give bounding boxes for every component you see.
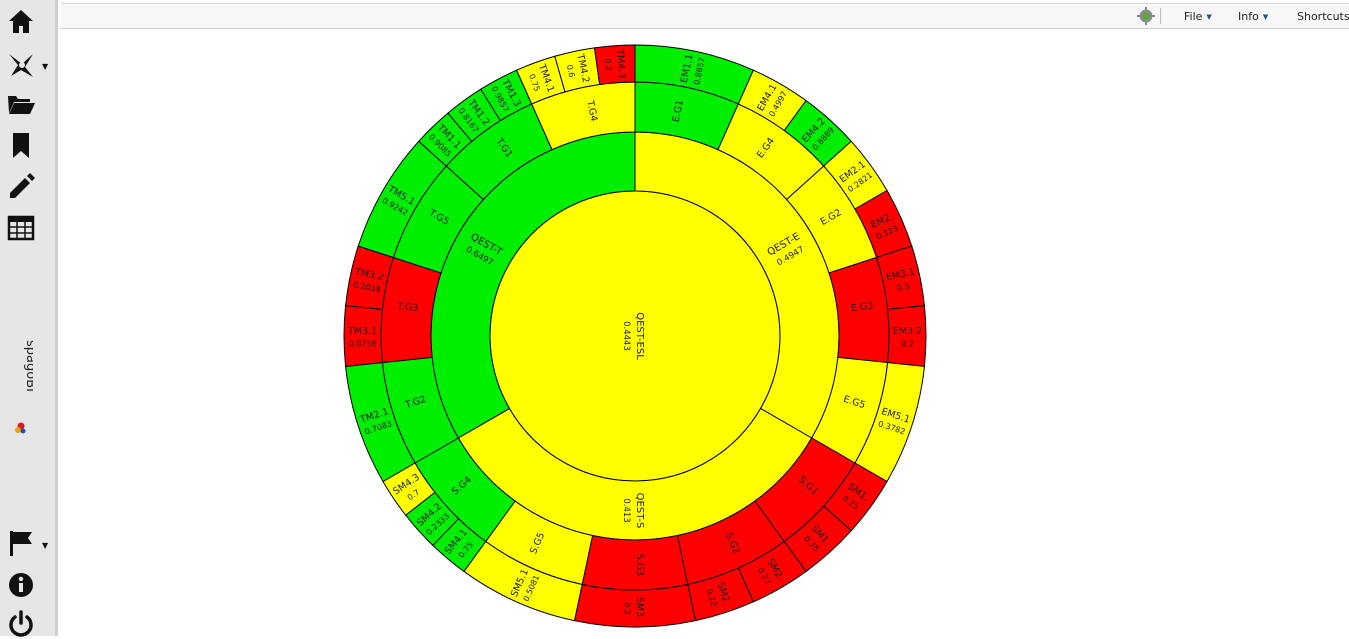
menu-shortcuts[interactable]: Shortcuts	[1297, 10, 1349, 23]
flag-icon[interactable]	[6, 528, 36, 558]
folder-open-icon[interactable]	[6, 88, 36, 118]
table-icon[interactable]	[6, 213, 36, 243]
level2-label-s-g3: S.G3	[634, 554, 645, 576]
toolbar-separator	[1160, 8, 1161, 24]
level3-label-sm3: SM3.	[634, 597, 645, 620]
power-icon[interactable]	[6, 609, 36, 639]
network-icon[interactable]	[6, 50, 36, 80]
level3-label-tm3-1: TM3.1	[347, 326, 377, 337]
root-label-qest-esl: QEST-ESL	[634, 312, 645, 360]
top-toolbar: File ▼ Info ▼ Shortcuts	[61, 3, 1349, 29]
sunburst-chart: QEST-E0.4947QEST-S0.413QEST-T0.6497E.G1E…	[343, 44, 927, 628]
root-label-0-4443: 0.4443	[621, 321, 631, 351]
level3-label-0-0738: 0.0738	[349, 340, 377, 349]
level3-label-em3-2: EM3.2	[893, 326, 922, 337]
network-dropdown-caret[interactable]: ▼	[42, 62, 49, 71]
spagobi-logo: spagoBI	[13, 338, 33, 438]
menu-info[interactable]: Info ▼	[1238, 10, 1268, 23]
bookmark-icon[interactable]	[6, 130, 36, 160]
menu-file-label: File	[1184, 10, 1203, 23]
level3-label-0-2: 0.2	[623, 602, 632, 615]
menu-info-caret: ▼	[1262, 13, 1269, 21]
info-icon[interactable]	[6, 570, 36, 600]
level3-label-0-2: 0.2	[603, 58, 613, 71]
level2-label-e-g1: E.G1	[670, 99, 685, 123]
menu-file-caret: ▼	[1206, 13, 1212, 21]
level3-label-0-6: 0.6	[565, 64, 576, 78]
brand-text: spagoBI	[23, 340, 33, 392]
level1-label-qest-s: QEST-S	[634, 493, 645, 529]
sidebar: ▼ spagoBI ▼	[0, 0, 58, 639]
sunburst-segment-tm4-3[interactable]	[593, 44, 636, 86]
level2-label-t-g4: T.G4	[584, 99, 599, 123]
level1-label-0-413: 0.413	[621, 498, 631, 522]
level2-label-t-g3: T.G3	[396, 301, 419, 314]
gear-icon[interactable]	[1137, 7, 1155, 25]
home-icon[interactable]	[6, 6, 36, 36]
level3-label-tm4-3: TM4.3	[614, 48, 627, 79]
level2-label-e-g3: E.G3	[851, 301, 874, 314]
menu-file[interactable]: File ▼	[1184, 10, 1212, 23]
level3-label-0-2: 0.2	[901, 340, 914, 349]
pencil-icon[interactable]	[6, 171, 36, 201]
level3-label-0-3: 0.3	[896, 281, 910, 292]
flag-dropdown-caret[interactable]: ▼	[42, 541, 49, 550]
menu-info-label: Info	[1238, 10, 1259, 23]
menu-shortcuts-label: Shortcuts	[1297, 10, 1349, 23]
